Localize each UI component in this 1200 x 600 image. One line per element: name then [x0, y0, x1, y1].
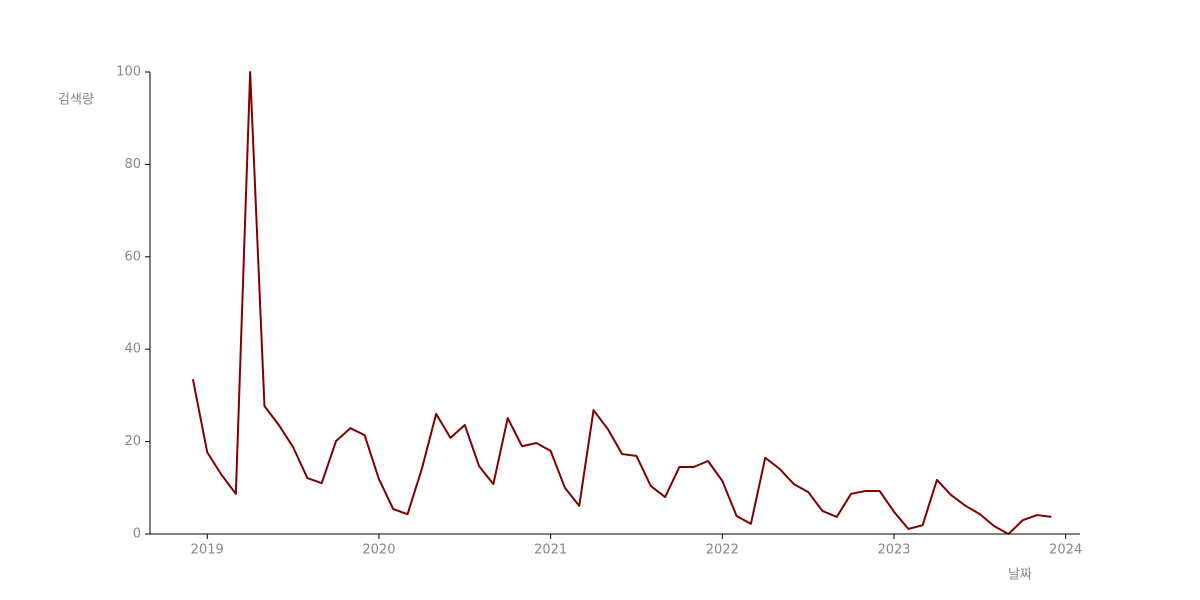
x-axis-label: 날짜	[1008, 568, 1032, 583]
y-tick-label: 20	[124, 434, 141, 449]
x-tick-label: 2022	[706, 543, 739, 558]
y-tick-label: 40	[124, 342, 141, 357]
y-axis-label: 검색량	[58, 93, 94, 108]
x-tick-label: 2019	[191, 543, 224, 558]
x-tick-label: 2024	[1049, 543, 1082, 558]
y-tick-label: 80	[124, 157, 141, 172]
x-tick-label: 2023	[877, 543, 910, 558]
x-tick-label: 2021	[534, 543, 567, 558]
y-tick-label: 0	[133, 527, 141, 542]
y-tick-label: 100	[116, 65, 141, 80]
series-line	[191, 71, 1052, 535]
x-tick-label: 2020	[362, 543, 395, 558]
y-tick-label: 60	[124, 249, 141, 264]
